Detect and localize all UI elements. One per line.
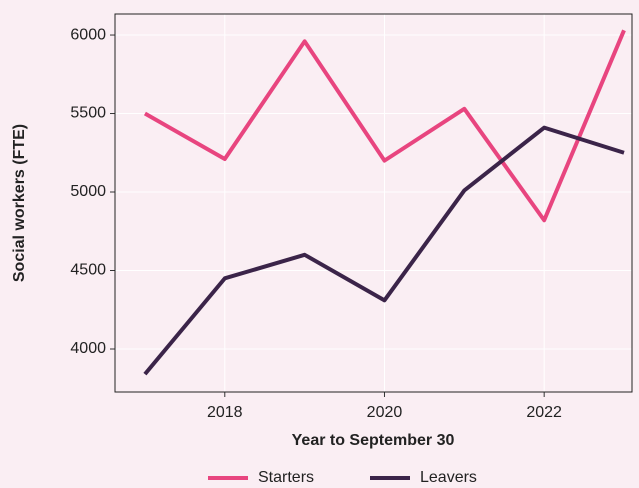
plot-border [114, 13, 633, 393]
y-tick-label: 4000 [70, 340, 106, 357]
series-line [143, 29, 626, 223]
x-axis-label: Year to September 30 [292, 432, 455, 449]
series-line [143, 125, 625, 376]
y-tick-label: 6000 [70, 26, 106, 43]
legend-label: Leavers [420, 469, 477, 486]
x-tick-label: 2018 [207, 404, 243, 421]
x-tick-label: 2020 [367, 404, 403, 421]
legend-label: Starters [258, 469, 314, 486]
y-tick-label: 5500 [70, 105, 106, 122]
y-axis-label: Social workers (FTE) [11, 124, 28, 282]
y-tick-label: 4500 [70, 262, 106, 279]
y-tick-label: 5000 [70, 183, 106, 200]
x-tick-label: 2022 [526, 404, 562, 421]
